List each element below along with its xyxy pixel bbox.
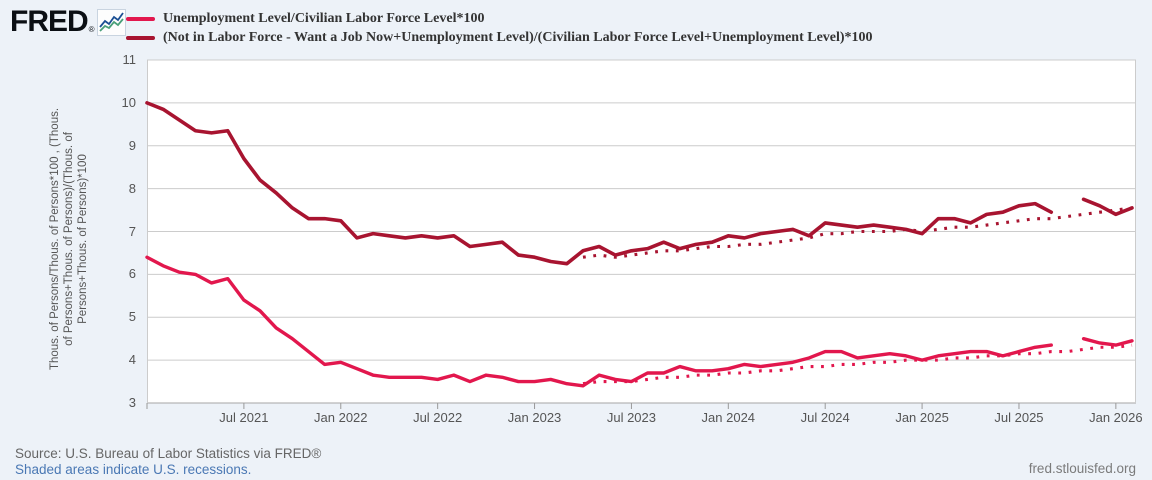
x-tick-label: Jul 2021 xyxy=(219,410,269,425)
legend-item-broad-measure: (Not in Labor Force - Want a Job Now+Une… xyxy=(126,28,873,47)
x-tick-label: Jul 2022 xyxy=(413,410,463,425)
y-tick-label: 6 xyxy=(128,266,136,282)
y-tick-label: 10 xyxy=(121,94,136,110)
chart-lines-svg xyxy=(145,59,1136,409)
fred-sparkline-icon xyxy=(96,9,126,36)
source-attribution: Source: U.S. Bureau of Labor Statistics … xyxy=(15,446,322,461)
fred-logo-text: FRED xyxy=(10,5,89,38)
y-tick-label: 3 xyxy=(128,395,136,410)
y-tick-label: 9 xyxy=(128,137,136,153)
x-tick-label: Jul 2023 xyxy=(606,410,656,425)
x-tick-label: Jan 2026 xyxy=(1089,410,1143,425)
legend-label-series1: Unemployment Level/Civilian Labor Force … xyxy=(163,10,485,26)
y-tick-label: 4 xyxy=(128,352,136,368)
y-tick-label: 8 xyxy=(128,180,136,196)
x-tick-label: Jul 2025 xyxy=(994,410,1044,425)
fred-site-link[interactable]: fred.stlouisfed.org xyxy=(1028,461,1136,476)
fred-logo[interactable]: FRED ® xyxy=(10,5,126,38)
y-tick-label: 7 xyxy=(128,223,136,239)
x-tick-label: Jan 2023 xyxy=(507,410,562,425)
y-axis-title: Thous. of Persons/Thous. of Persons*100 … xyxy=(49,107,89,371)
y-tick-label: 5 xyxy=(128,309,136,325)
fred-logo-registered-mark: ® xyxy=(88,25,95,34)
chart-plot-area[interactable] xyxy=(145,59,1136,409)
legend-line-swatch-series1 xyxy=(126,16,155,21)
x-tick-label: Jan 2022 xyxy=(314,410,368,425)
legend-item-unemployment-rate: Unemployment Level/Civilian Labor Force … xyxy=(126,9,873,28)
y-tick-label: 11 xyxy=(122,52,137,67)
legend-label-series2: (Not in Labor Force - Want a Job Now+Une… xyxy=(163,29,873,45)
legend-line-swatch-series2 xyxy=(126,35,155,40)
recessions-note-link[interactable]: Shaded areas indicate U.S. recessions. xyxy=(15,462,252,477)
x-tick-label: Jan 2024 xyxy=(701,410,756,425)
chart-legend: Unemployment Level/Civilian Labor Force … xyxy=(126,9,873,47)
x-tick-label: Jul 2024 xyxy=(800,410,850,425)
x-tick-label: Jan 2025 xyxy=(895,410,949,425)
